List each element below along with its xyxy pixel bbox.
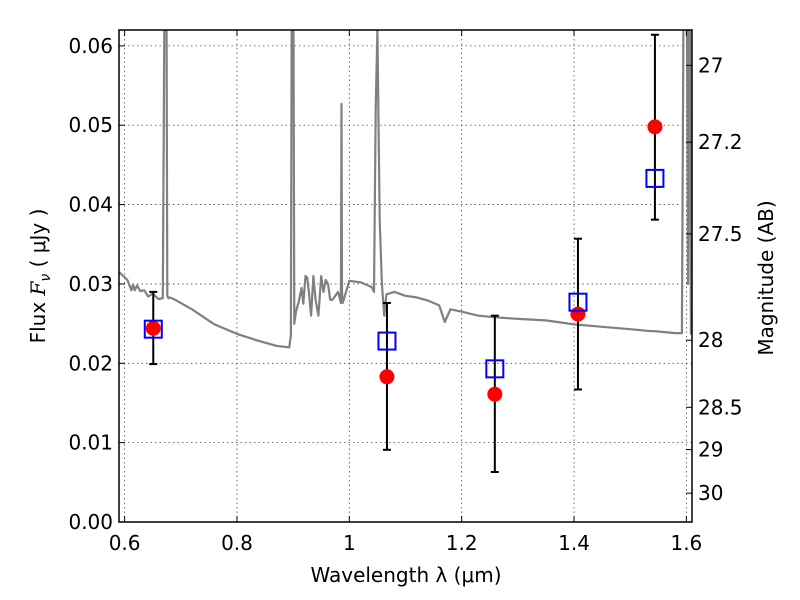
y-axis-label-pre: Flux [26, 295, 50, 343]
y-tick-label: 0.00 [68, 510, 113, 534]
y2-axis-label: Magnitude (AB) [754, 200, 778, 355]
model-photometry-point [377, 331, 397, 351]
x-tick-label: 1.6 [670, 531, 702, 555]
x-tick-label: 0.6 [109, 531, 141, 555]
observed-points-layer [145, 119, 663, 402]
model-spectrum-layer [119, 30, 692, 349]
y2-tick-label: 27 [698, 53, 723, 77]
y2-axis-ticks: 27 27.2 27.5 28 28.5 29 30 [686, 53, 743, 505]
error-bars-layer [149, 33, 659, 474]
model-photometry-point [645, 168, 665, 188]
y-tick-label: 0.06 [68, 34, 113, 58]
y-tick-label: 0.02 [68, 351, 113, 375]
y2-tick-label: 27.5 [698, 222, 743, 246]
y-tick-label: 0.05 [68, 113, 113, 137]
observed-point [379, 369, 395, 385]
y-axis-label-var: F [26, 280, 50, 296]
model-photometry-point [568, 292, 588, 312]
x-tick-label: 1.2 [446, 531, 478, 555]
observed-point [647, 119, 663, 135]
y2-tick-label: 27.2 [698, 130, 743, 154]
gridlines [119, 30, 692, 523]
y-tick-label: 0.03 [68, 272, 113, 296]
y2-tick-label: 29 [698, 438, 723, 462]
x-tick-label: 1 [343, 531, 356, 555]
y-axis-ticks: 0.00 0.01 0.02 0.03 0.04 0.05 0.06 [68, 34, 125, 534]
y2-tick-label: 30 [698, 481, 723, 505]
x-axis-label: Wavelength λ (μm) [310, 563, 501, 587]
y-axis-label: Flux Fν ( μJy ) [26, 209, 54, 344]
model-photometry-point [143, 319, 163, 339]
x-tick-label: 0.8 [221, 531, 253, 555]
model-photometry-layer [143, 168, 665, 379]
y2-tick-label: 28 [698, 328, 723, 352]
model-spectrum-line [119, 30, 692, 349]
y-axis-label-post: ( μJy ) [26, 209, 50, 274]
observed-point [570, 306, 586, 322]
plot-frame [118, 29, 693, 523]
y-tick-label: 0.01 [68, 431, 113, 455]
model-photometry-point [485, 359, 505, 379]
x-axis-ticks: 0.6 0.8 1 1.2 1.4 1.6 [109, 30, 702, 555]
y2-tick-label: 28.5 [698, 395, 743, 419]
observed-point [487, 386, 503, 402]
y-axis-label-sub: ν [38, 274, 54, 282]
y-tick-label: 0.04 [68, 193, 113, 217]
x-tick-label: 1.4 [558, 531, 590, 555]
observed-point [145, 320, 161, 336]
